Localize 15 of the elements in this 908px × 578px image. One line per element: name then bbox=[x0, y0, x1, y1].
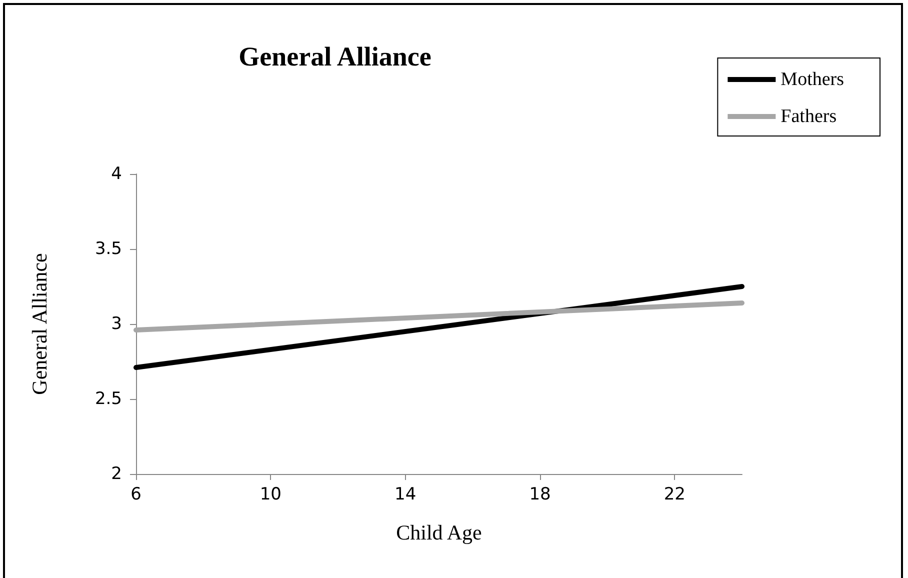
chart-title: General Alliance bbox=[238, 42, 432, 72]
y-tick-label: 2 bbox=[111, 464, 122, 484]
y-tick-label: 4 bbox=[111, 164, 122, 184]
x-tick-label: 22 bbox=[664, 484, 686, 504]
x-tick-label: 18 bbox=[529, 484, 551, 504]
y-tick-label: 3.5 bbox=[94, 239, 122, 259]
legend-label: Fathers bbox=[780, 106, 837, 127]
y-axis-title: General Alliance bbox=[28, 253, 52, 395]
x-tick-label: 10 bbox=[260, 484, 282, 504]
y-tick-label: 3 bbox=[111, 314, 122, 334]
legend-label: Mothers bbox=[780, 69, 844, 90]
x-tick-label: 6 bbox=[130, 484, 142, 504]
x-axis-title: Child Age bbox=[396, 520, 482, 544]
y-tick-label: 2.5 bbox=[94, 389, 122, 409]
x-tick-label: 14 bbox=[394, 484, 416, 504]
